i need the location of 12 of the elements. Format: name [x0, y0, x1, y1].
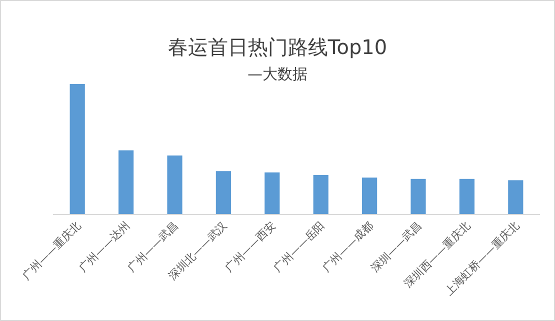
bar — [118, 150, 134, 214]
bar — [313, 175, 328, 214]
bar — [167, 156, 182, 214]
bar — [362, 178, 378, 214]
chart-title: 春运首日热门路线Top10 — [168, 35, 388, 59]
bar — [410, 178, 426, 214]
bar — [264, 172, 280, 214]
chart-subtitle: —大数据 — [248, 65, 308, 83]
bar — [459, 178, 474, 214]
bar — [508, 180, 524, 214]
bar — [216, 171, 231, 214]
bar — [70, 84, 85, 214]
